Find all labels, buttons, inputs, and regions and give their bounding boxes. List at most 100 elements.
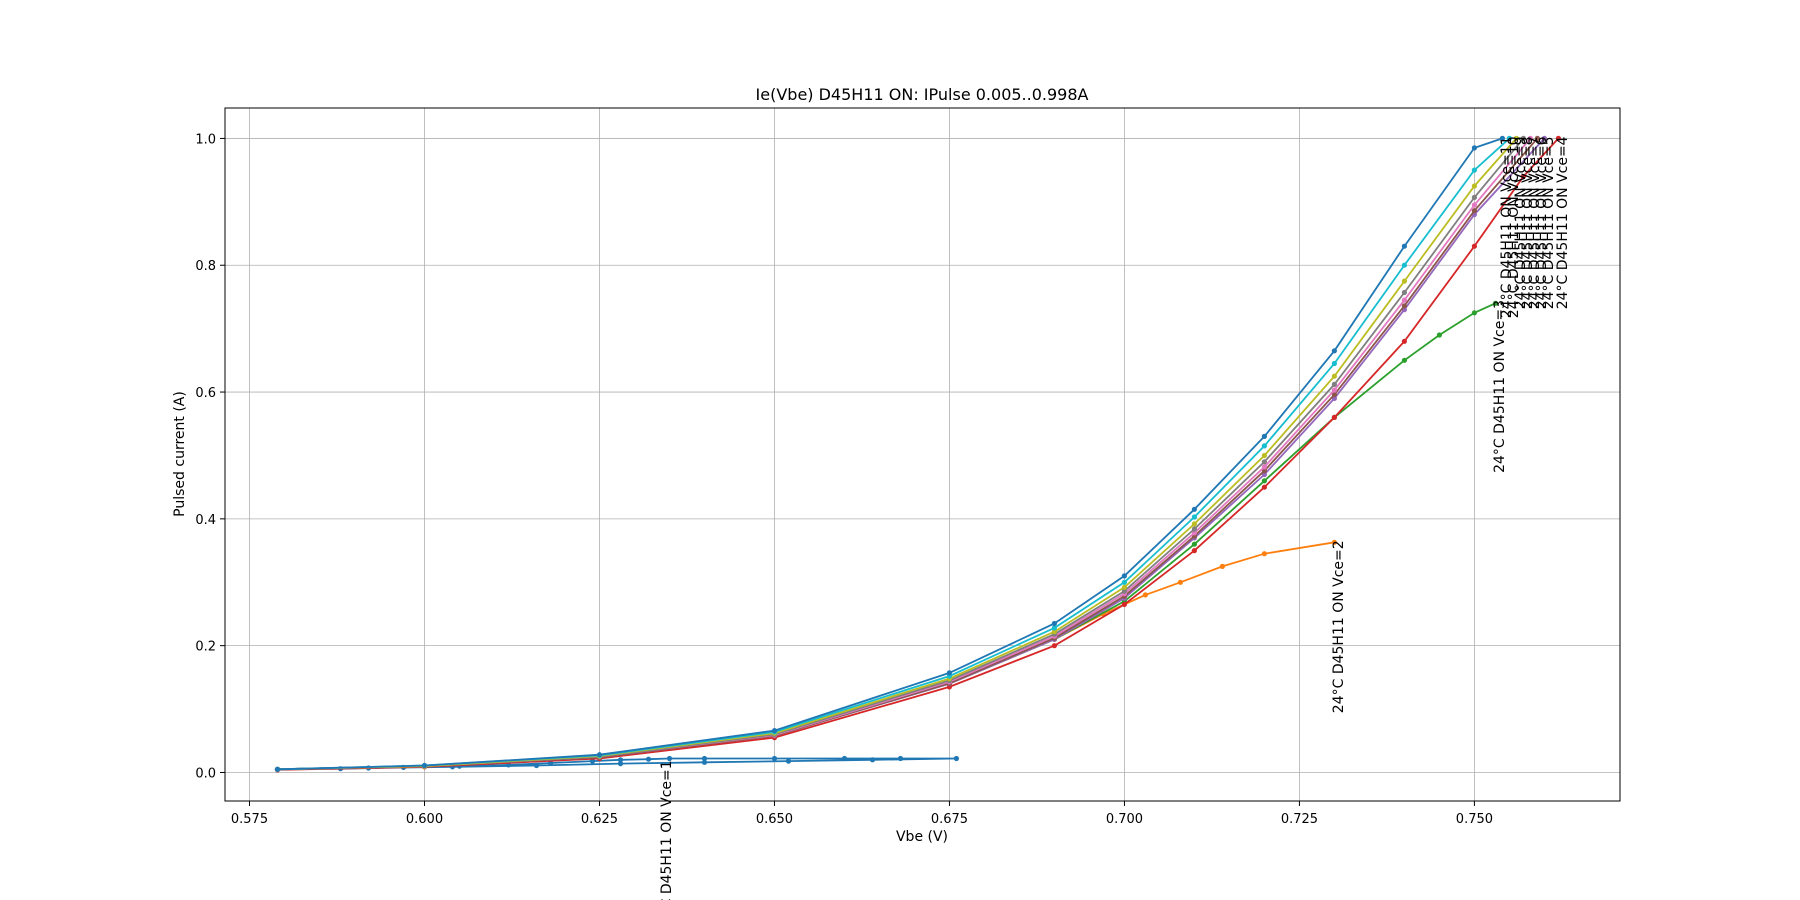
data-point bbox=[1401, 303, 1407, 309]
data-point bbox=[869, 757, 876, 763]
x-tick-label: 0.675 bbox=[931, 812, 968, 827]
grid bbox=[225, 108, 1620, 801]
data-point bbox=[1191, 548, 1197, 554]
data-point bbox=[1331, 414, 1337, 420]
data-point bbox=[1527, 135, 1533, 141]
data-point bbox=[1471, 310, 1477, 316]
series-annotation: 24°C D45H11 ON Vce=5 bbox=[1541, 136, 1557, 309]
x-tick-label: 0.600 bbox=[406, 812, 443, 827]
data-point bbox=[589, 758, 596, 764]
data-point bbox=[1331, 387, 1337, 393]
data-point bbox=[1534, 135, 1540, 141]
data-point bbox=[1401, 243, 1407, 249]
data-point bbox=[771, 728, 778, 734]
data-point bbox=[1331, 373, 1337, 379]
data-point bbox=[1401, 289, 1407, 296]
data-point bbox=[421, 762, 428, 769]
data-point bbox=[946, 670, 953, 676]
y-axis: 0.0 0.2 0.4 0.6 0.8 1.0 bbox=[195, 132, 225, 781]
data-point bbox=[1121, 579, 1127, 585]
data-point bbox=[1401, 338, 1407, 344]
data-point bbox=[1261, 459, 1267, 465]
data-point bbox=[1121, 573, 1127, 579]
x-tick-label: 0.650 bbox=[756, 812, 793, 827]
data-point bbox=[1191, 530, 1197, 536]
data-point bbox=[645, 756, 652, 762]
data-point bbox=[897, 755, 904, 762]
series-annotation: 24°C D45H11 ON Vce=10 bbox=[1506, 136, 1522, 318]
series-annotation: 24°C D45H11 ON Vce=1 bbox=[659, 760, 675, 900]
data-point bbox=[1261, 551, 1267, 557]
data-point bbox=[1191, 506, 1197, 512]
data-point bbox=[666, 755, 673, 762]
x-axis: 0.575 0.600 0.625 0.650 0.675 0.700 0.725 0.750 bbox=[231, 801, 1493, 827]
data-point bbox=[1051, 643, 1057, 649]
data-point bbox=[1401, 262, 1407, 268]
data-point bbox=[1219, 563, 1225, 570]
series-annotation: 24°C D45H11 ON Vce=6 bbox=[1534, 136, 1550, 309]
x-tick-label: 0.750 bbox=[1456, 812, 1493, 827]
data-point bbox=[953, 755, 960, 762]
data-point bbox=[1499, 135, 1505, 141]
data-point bbox=[274, 766, 281, 772]
data-point bbox=[617, 757, 624, 763]
y-tick-label: 0.6 bbox=[195, 386, 216, 401]
series-annotation: 24°C D45H11 ON Vce=11 bbox=[1499, 136, 1515, 318]
data-point bbox=[1261, 478, 1267, 484]
data-point bbox=[1471, 243, 1477, 249]
data-point bbox=[1471, 167, 1477, 173]
series-annotation: 24°C D45H11 ON Vce=9 bbox=[1513, 136, 1529, 309]
annotation-layer: 24°C D45H11 ON Vce=1 24°C D45H11 ON Vce=2… bbox=[659, 136, 1571, 900]
data-point bbox=[1331, 539, 1337, 545]
data-point bbox=[1177, 579, 1183, 585]
data-point bbox=[1261, 468, 1267, 474]
data-point bbox=[1471, 145, 1477, 151]
data-point bbox=[1261, 464, 1267, 470]
data-point bbox=[1331, 381, 1337, 387]
series-layer bbox=[274, 135, 1561, 773]
data-point bbox=[1261, 471, 1267, 478]
x-tick-label: 0.700 bbox=[1106, 812, 1143, 827]
data-point bbox=[1520, 173, 1526, 180]
data-point bbox=[1401, 357, 1407, 363]
data-point bbox=[1331, 392, 1337, 398]
data-point bbox=[1051, 625, 1057, 631]
data-point bbox=[1471, 202, 1477, 208]
data-point bbox=[1191, 521, 1197, 527]
data-point bbox=[1142, 592, 1148, 598]
data-point bbox=[701, 755, 708, 762]
series-11 bbox=[274, 135, 1505, 772]
data-point bbox=[1051, 629, 1057, 635]
series-annotation: 24°C D45H11 ON Vce=7 bbox=[1527, 136, 1543, 309]
series-annotation: 24°C D45H11 ON Vce=3 bbox=[1492, 300, 1508, 473]
chart-title: Ie(Vbe) D45H11 ON: IPulse 0.005..0.998A bbox=[756, 85, 1089, 104]
data-point bbox=[1261, 484, 1267, 490]
plot-frame bbox=[224, 107, 1621, 802]
series-annotation: 24°C D45H11 ON Vce=2 bbox=[1331, 540, 1347, 713]
y-axis-label: Pulsed current (A) bbox=[172, 391, 188, 517]
data-point bbox=[1506, 135, 1512, 141]
data-point bbox=[1191, 541, 1197, 547]
data-point bbox=[1471, 208, 1477, 214]
data-point bbox=[1191, 514, 1197, 520]
y-tick-label: 0.4 bbox=[195, 513, 216, 528]
data-point bbox=[1121, 584, 1127, 590]
series-line bbox=[277, 137, 1560, 771]
data-point bbox=[1121, 601, 1127, 608]
y-tick-label: 0.2 bbox=[195, 640, 216, 655]
y-tick-label: 0.8 bbox=[195, 259, 216, 274]
data-point bbox=[785, 758, 792, 764]
y-tick-label: 1.0 bbox=[195, 132, 216, 147]
data-point bbox=[596, 752, 603, 758]
data-point bbox=[1555, 135, 1561, 141]
data-point bbox=[841, 755, 848, 762]
data-point bbox=[1191, 526, 1197, 532]
data-point bbox=[533, 762, 540, 769]
data-point bbox=[701, 759, 708, 765]
data-point bbox=[1261, 443, 1267, 449]
x-tick-label: 0.575 bbox=[231, 812, 268, 827]
y-tick-label: 0.0 bbox=[195, 766, 216, 781]
data-point bbox=[1331, 360, 1337, 367]
